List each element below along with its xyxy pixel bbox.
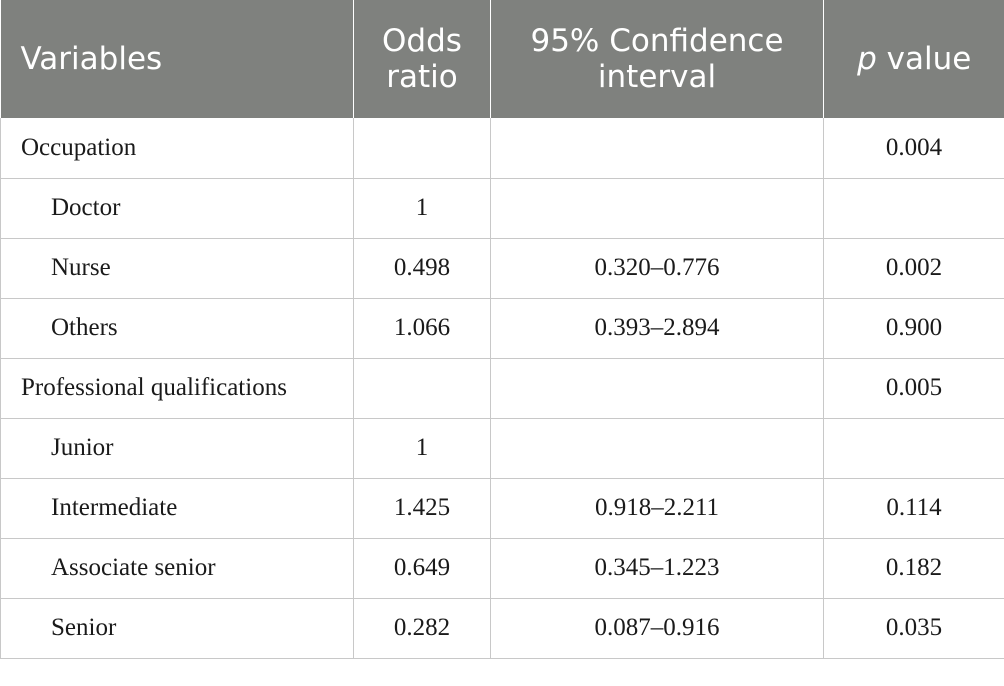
header-ci-line1: 95% Confidence <box>530 23 784 59</box>
header-p-value: p value <box>823 0 1004 118</box>
row-label: Senior <box>0 598 354 659</box>
confidence-interval-cell: 0.918–2.211 <box>490 478 824 539</box>
header-odds-ratio-text: Odds ratio <box>382 23 462 95</box>
row-label: Occupation <box>0 118 354 179</box>
header-p-italic: p <box>857 41 877 77</box>
confidence-interval-cell: 0.087–0.916 <box>490 598 824 659</box>
table-row: Senior 0.282 0.087–0.916 0.035 <box>0 598 1004 659</box>
confidence-interval-cell <box>490 418 824 479</box>
table-header: Variables Odds ratio 95% Confidence inte… <box>0 0 1004 118</box>
header-variables-label: Variables <box>20 41 163 77</box>
table-body: Occupation 0.004 Doctor 1 Nurse 0.498 0.… <box>0 118 1004 659</box>
header-variables: Variables <box>0 0 354 118</box>
table-row: Junior 1 <box>0 418 1004 479</box>
p-value-cell: 0.114 <box>823 478 1004 539</box>
odds-ratio-cell: 0.649 <box>353 538 491 599</box>
p-value-cell: 0.182 <box>823 538 1004 599</box>
p-value-cell: 0.002 <box>823 238 1004 299</box>
confidence-interval-cell <box>490 358 824 419</box>
header-ci-text: 95% Confidence interval <box>530 23 783 95</box>
confidence-interval-cell <box>490 178 824 239</box>
header-row: Variables Odds ratio 95% Confidence inte… <box>0 0 1004 118</box>
row-label: Nurse <box>0 238 354 299</box>
table-row: Nurse 0.498 0.320–0.776 0.002 <box>0 238 1004 299</box>
odds-ratio-cell <box>353 118 491 179</box>
confidence-interval-cell: 0.345–1.223 <box>490 538 824 599</box>
row-label: Intermediate <box>0 478 354 539</box>
header-ci-line2: interval <box>597 59 717 95</box>
table-row: Associate senior 0.649 0.345–1.223 0.182 <box>0 538 1004 599</box>
row-label: Associate senior <box>0 538 354 599</box>
odds-ratio-cell: 1 <box>353 178 491 239</box>
p-value-cell: 0.004 <box>823 118 1004 179</box>
odds-ratio-cell: 0.282 <box>353 598 491 659</box>
confidence-interval-cell: 0.393–2.894 <box>490 298 824 359</box>
header-p-rest: value <box>876 41 972 77</box>
odds-ratio-cell: 1 <box>353 418 491 479</box>
row-label: Doctor <box>0 178 354 239</box>
header-odds-ratio: Odds ratio <box>353 0 491 118</box>
confidence-interval-cell <box>490 118 824 179</box>
table-row: Others 1.066 0.393–2.894 0.900 <box>0 298 1004 359</box>
p-value-cell <box>823 178 1004 239</box>
p-value-cell: 0.005 <box>823 358 1004 419</box>
odds-ratio-cell <box>353 358 491 419</box>
odds-ratio-table: Variables Odds ratio 95% Confidence inte… <box>0 0 1004 659</box>
table-row: Professional qualifications 0.005 <box>0 358 1004 419</box>
odds-ratio-cell: 1.425 <box>353 478 491 539</box>
p-value-cell <box>823 418 1004 479</box>
odds-ratio-cell: 0.498 <box>353 238 491 299</box>
odds-ratio-cell: 1.066 <box>353 298 491 359</box>
confidence-interval-cell: 0.320–0.776 <box>490 238 824 299</box>
p-value-cell: 0.035 <box>823 598 1004 659</box>
header-odds-line2: ratio <box>386 59 458 95</box>
header-odds-line1: Odds <box>382 23 462 59</box>
row-label: Junior <box>0 418 354 479</box>
row-label: Others <box>0 298 354 359</box>
p-value-cell: 0.900 <box>823 298 1004 359</box>
table-row: Intermediate 1.425 0.918–2.211 0.114 <box>0 478 1004 539</box>
row-label: Professional qualifications <box>0 358 354 419</box>
table-row: Occupation 0.004 <box>0 118 1004 179</box>
table-row: Doctor 1 <box>0 178 1004 239</box>
header-confidence-interval: 95% Confidence interval <box>490 0 824 118</box>
